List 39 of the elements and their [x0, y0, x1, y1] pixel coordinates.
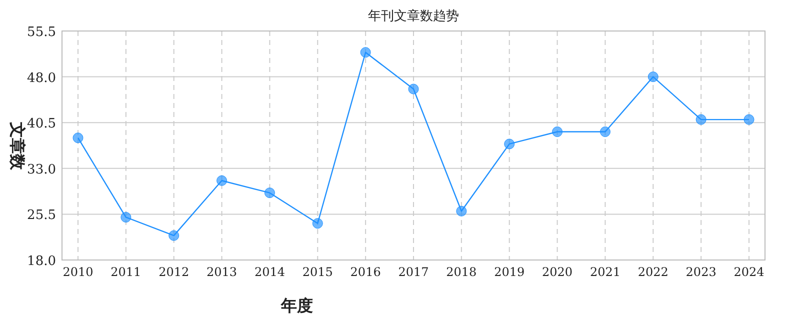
point [72, 132, 84, 144]
x-tick-label: 2012 [158, 265, 190, 279]
point [744, 114, 754, 125]
point [264, 188, 275, 198]
point [456, 206, 467, 216]
y-tick-label: 33.0 [27, 162, 56, 178]
x-tick-label: 2021 [590, 265, 620, 279]
x-tick-label: 2020 [542, 265, 573, 279]
y-tick-label: 40.5 [27, 116, 56, 132]
point [312, 218, 323, 229]
point [216, 175, 228, 186]
y-tick-label: 18.0 [27, 254, 56, 269]
point [696, 114, 706, 125]
x-tick-label: 2013 [206, 265, 238, 279]
x-tick-label: 2011 [110, 265, 142, 279]
x-tick-label: 2014 [254, 265, 286, 279]
point [504, 138, 515, 150]
x-tick-label: 2022 [638, 265, 668, 279]
point [600, 126, 610, 138]
chart-title: 年刊文章数趋势 [368, 9, 459, 24]
point [168, 230, 180, 241]
x-tick-label: 2024 [734, 265, 765, 279]
y-tick-label: 25.5 [27, 208, 56, 224]
point [648, 72, 658, 82]
x-tick-label: 2016 [350, 265, 381, 279]
x-tick-label: 2017 [398, 265, 429, 279]
point [360, 47, 371, 58]
x-tick-label: 2015 [302, 265, 333, 279]
point [408, 84, 419, 94]
x-axis-title: 年度 [280, 296, 313, 315]
point [120, 212, 132, 223]
y-tick-label: 55.5 [27, 25, 56, 40]
x-tick-label: 2019 [494, 265, 525, 279]
y-tick-label: 48.0 [27, 70, 56, 86]
x-tick-label: 2018 [446, 265, 477, 279]
y-axis-title: 文章数 [8, 121, 27, 171]
x-tick-label: 2010 [62, 265, 94, 279]
x-tick-label: 2023 [686, 265, 716, 279]
point [552, 126, 563, 138]
